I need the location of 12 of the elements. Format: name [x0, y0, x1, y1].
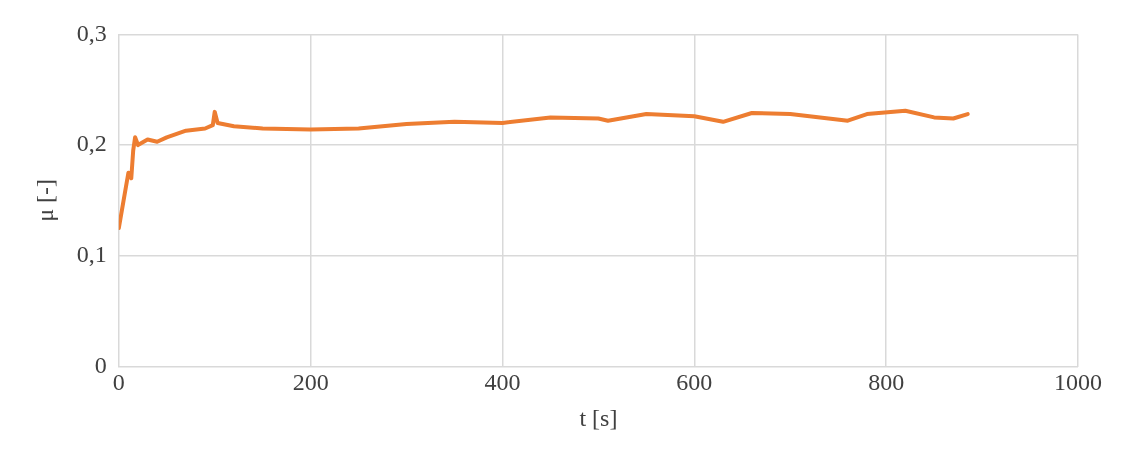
x-axis-title: t [s] [579, 404, 618, 431]
y-tick-label: 0,3 [76, 19, 107, 46]
y-axis-title: μ [-] [31, 178, 58, 222]
y-tick-label: 0,1 [76, 241, 107, 268]
x-tick-label: 200 [292, 369, 329, 396]
x-tick-label: 0 [112, 369, 125, 396]
x-tick-label: 800 [868, 369, 905, 396]
y-tick-label: 0,2 [76, 130, 107, 157]
y-tick-label: 0 [94, 351, 107, 378]
x-tick-label: 1000 [1054, 369, 1102, 396]
x-tick-label: 600 [676, 369, 713, 396]
x-tick-label: 400 [484, 369, 521, 396]
